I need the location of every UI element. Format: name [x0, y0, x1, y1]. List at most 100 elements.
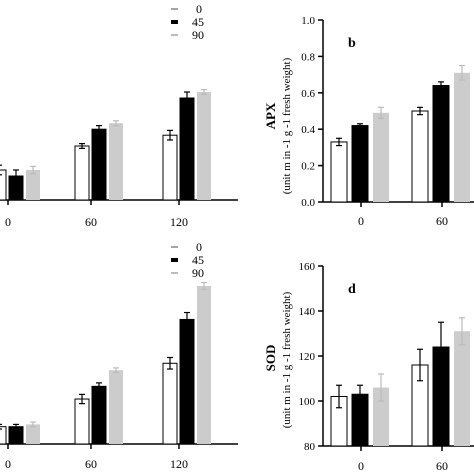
errorbar-panel3-series-90-cat-0	[378, 373, 384, 402]
panel-d-y-unit: (unit m in -1 g -1 fresh weight)	[281, 291, 293, 428]
errorbar-panel2-series-45-cat-120	[184, 311, 190, 327]
errorbar-panel0-series-90-cat-60	[113, 120, 119, 127]
y-tick-label: 0.4	[301, 124, 315, 136]
legend-a-label-0: 0	[196, 2, 202, 16]
panel-a-x-tick-0: 0	[5, 215, 11, 229]
bar-panel0-series-90-cat-60	[109, 123, 123, 200]
panel-c-x-tick-60: 60	[85, 457, 97, 471]
panel-c-x-tick-0: 0	[5, 457, 11, 471]
bar-panel0-series-0-cat-60	[74, 145, 90, 201]
errorbar-panel1-series-0-cat-0	[336, 137, 342, 147]
errorbar-panel3-series-0-cat-0	[336, 384, 342, 409]
panel-b-x-tick-60: 60	[436, 214, 448, 228]
legend-c-label-0: 0	[196, 240, 202, 254]
errorbar-panel3-series-0-cat-60	[417, 348, 423, 382]
panel-b-x-tick-0: 0	[358, 214, 364, 228]
bar-panel2-series-0-cat-60	[74, 398, 90, 445]
bar-panel2-series-90-cat-120	[197, 286, 211, 444]
legend-a-label-90: 90	[192, 28, 204, 42]
bar-panel1-series-90-cat-60	[454, 72, 470, 202]
panel-b: 0.0 0.2 0.4 0.6 0.8 1.0 b APX (unit m in -1 g…	[263, 15, 474, 228]
errorbar-panel2-series-0-cat-60	[79, 393, 85, 405]
panel-b-bars	[330, 64, 470, 203]
errorbar-panel2-series-0-cat-120	[167, 356, 173, 370]
bar-panel0-series-45-cat-120	[179, 97, 195, 201]
errorbar-panel2-series-0-cat-0	[0, 423, 2, 430]
panel-d-x-tick-0: 0	[358, 459, 364, 473]
errorbar-panel2-series-45-cat-0	[13, 423, 19, 430]
y-tick-label: 0.0	[301, 197, 315, 209]
errorbar-panel1-series-45-cat-60	[438, 81, 444, 90]
panel-d-label: d	[348, 282, 356, 297]
errorbar-panel1-series-90-cat-60	[459, 64, 465, 81]
errorbar-panel0-series-45-cat-0	[13, 169, 19, 183]
errorbar-panel2-series-90-cat-60	[113, 367, 119, 374]
panel-b-y-ticks: 0.0 0.2 0.4 0.6 0.8 1.0	[301, 15, 323, 209]
bar-panel2-series-90-cat-60	[109, 370, 123, 444]
errorbar-panel0-series-0-cat-120	[167, 129, 173, 141]
errorbar-panel3-series-90-cat-60	[459, 317, 465, 346]
y-tick-label: 160	[299, 261, 316, 273]
bar-panel2-series-0-cat-120	[162, 362, 178, 445]
legend-a-label-45: 45	[192, 15, 204, 29]
y-tick-label: 100	[299, 396, 316, 408]
panel-a-x-tick-120: 120	[170, 215, 188, 229]
errorbar-panel0-series-45-cat-120	[184, 91, 190, 105]
panel-d: 80 100 120 140 160 d SOD (unit m in -1 g -1 …	[263, 261, 474, 473]
y-tick-label: 120	[299, 351, 316, 363]
panel-c-bars	[0, 281, 211, 445]
panel-c: 0 60 120 0 45 90	[0, 240, 238, 471]
panel-a-x-tick-60: 60	[85, 215, 97, 229]
y-tick-label: 140	[299, 306, 316, 318]
panel-d-bars	[330, 317, 470, 447]
bar-panel2-series-45-cat-60	[91, 385, 107, 445]
bar-panel1-series-90-cat-0	[373, 112, 389, 202]
bar-panel1-series-0-cat-0	[330, 141, 348, 203]
bar-panel2-series-45-cat-120	[179, 318, 195, 445]
legend-c-label-90: 90	[192, 266, 204, 280]
bar-panel3-series-90-cat-60	[454, 331, 470, 446]
bar-panel3-series-90-cat-0	[373, 387, 389, 446]
bar-panel0-series-45-cat-60	[91, 128, 107, 201]
bar-panel1-series-0-cat-60	[411, 110, 429, 203]
errorbar-panel0-series-90-cat-120	[201, 88, 207, 96]
panel-d-y-title: SOD	[263, 345, 278, 372]
bar-panel2-series-0-cat-0	[0, 426, 7, 445]
legend-c-label-45: 45	[192, 253, 204, 267]
errorbar-panel1-series-0-cat-60	[417, 106, 423, 116]
errorbar-panel2-series-45-cat-60	[96, 382, 102, 391]
bar-panel0-series-90-cat-120	[197, 92, 211, 200]
errorbar-panel3-series-45-cat-0	[357, 384, 363, 404]
panel-c-x-tick-120: 120	[170, 457, 188, 471]
bar-panel2-series-90-cat-0	[26, 424, 40, 444]
errorbar-panel3-series-45-cat-60	[438, 321, 444, 373]
panel-d-x-tick-60: 60	[436, 459, 448, 473]
errorbar-panel2-series-90-cat-0	[30, 421, 36, 428]
errorbar-panel0-series-90-cat-0	[30, 165, 36, 175]
bar-panel1-series-45-cat-60	[432, 85, 450, 203]
errorbar-panel0-series-0-cat-0	[0, 164, 2, 176]
bar-panel0-series-90-cat-0	[26, 170, 40, 200]
panel-b-y-title: APX	[263, 102, 278, 129]
y-tick-label: 1.0	[301, 15, 315, 27]
bar-panel0-series-0-cat-0	[0, 169, 7, 201]
errorbar-panel0-series-45-cat-60	[96, 124, 102, 134]
panel-b-y-unit: (unit m in -1 g -1 fresh weight)	[281, 57, 293, 194]
errorbar-panel1-series-90-cat-0	[378, 106, 384, 119]
y-tick-label: 0.6	[301, 88, 315, 100]
y-tick-label: 0.8	[301, 51, 315, 63]
errorbar-panel0-series-0-cat-60	[79, 143, 85, 149]
panel-b-label: b	[348, 36, 356, 51]
panel-a-bars	[0, 88, 211, 201]
y-tick-label: 80	[304, 441, 316, 453]
errorbar-panel1-series-45-cat-0	[357, 123, 363, 128]
panel-d-y-ticks: 80 100 120 140 160	[299, 261, 323, 453]
errorbar-panel2-series-90-cat-120	[201, 281, 207, 291]
bar-panel0-series-0-cat-120	[162, 134, 178, 201]
bar-panel1-series-45-cat-0	[351, 125, 369, 203]
y-tick-label: 0.2	[301, 161, 315, 173]
panel-a-legend: 0 45 90	[171, 2, 204, 42]
panel-a: 0 60 120 0 45 90	[0, 2, 238, 229]
panel-c-legend: 0 45 90	[171, 240, 204, 280]
